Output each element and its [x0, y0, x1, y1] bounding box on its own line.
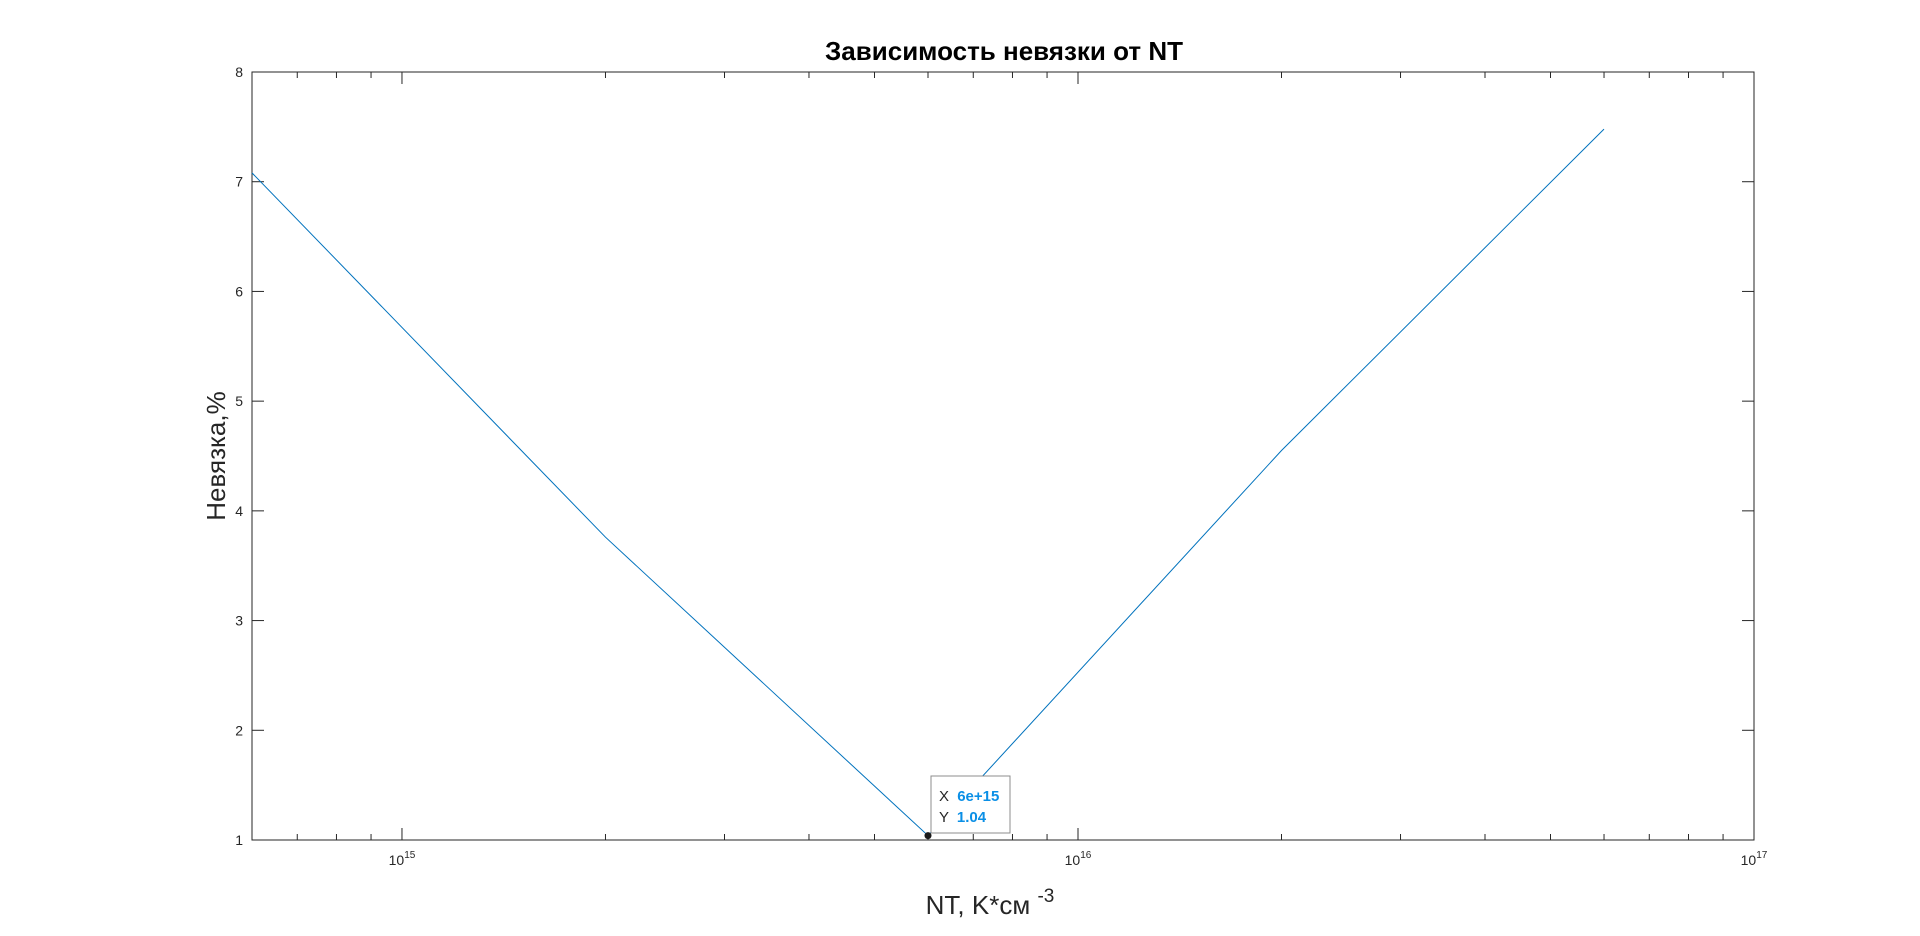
y-tick-label: 2: [235, 722, 243, 738]
x-tick-label-base: 10: [389, 852, 405, 868]
y-ticks: 1 2 3 4 5 6 7 8: [235, 64, 1754, 848]
y-tick-label: 7: [235, 174, 243, 190]
y-tick-label: 3: [235, 613, 243, 629]
y-tick-label: 4: [235, 503, 243, 519]
datatip-x-label: X: [939, 788, 949, 805]
x-axis-label-superscript: -3: [1037, 886, 1054, 907]
y-tick-label: 1: [235, 832, 243, 848]
x-tick-label-base: 10: [1065, 852, 1081, 868]
x-tick-label-exp: 15: [404, 850, 416, 861]
y-axis-label: Невязка,%: [201, 391, 231, 521]
datatip-y-value: 1.04: [957, 809, 987, 826]
datatip-y-label: Y: [939, 809, 949, 826]
x-tick-label: 1016: [1065, 850, 1092, 868]
x-ticks: 1015 1016 1017: [389, 72, 1768, 868]
x-tick-label: 1015: [389, 850, 416, 868]
y-tick-label: 6: [235, 283, 243, 299]
x-tick-label-exp: 16: [1080, 850, 1092, 861]
x-axis-label: NT, K*см -3: [926, 886, 1055, 920]
chart-title: Зависимость невязки от NT: [825, 36, 1183, 66]
x-tick-label-exp: 17: [1756, 850, 1768, 861]
axes-box[interactable]: [251, 71, 1755, 841]
datatip[interactable]: X 6e+15 Y 1.04: [924, 775, 1011, 840]
datatip-y-row: Y 1.04: [939, 809, 987, 826]
x-tick-label: 1017: [1741, 850, 1768, 868]
datatip-x-value: 6e+15: [957, 788, 999, 805]
datatip-box: [930, 775, 1011, 834]
datatip-marker: [924, 832, 932, 840]
datatip-x-row: X 6e+15: [939, 788, 999, 805]
x-axis-label-text: NT, K*см: [926, 890, 1031, 920]
x-tick-label-base: 10: [1741, 852, 1757, 868]
y-tick-label: 5: [235, 393, 243, 409]
y-tick-label: 8: [235, 64, 243, 80]
